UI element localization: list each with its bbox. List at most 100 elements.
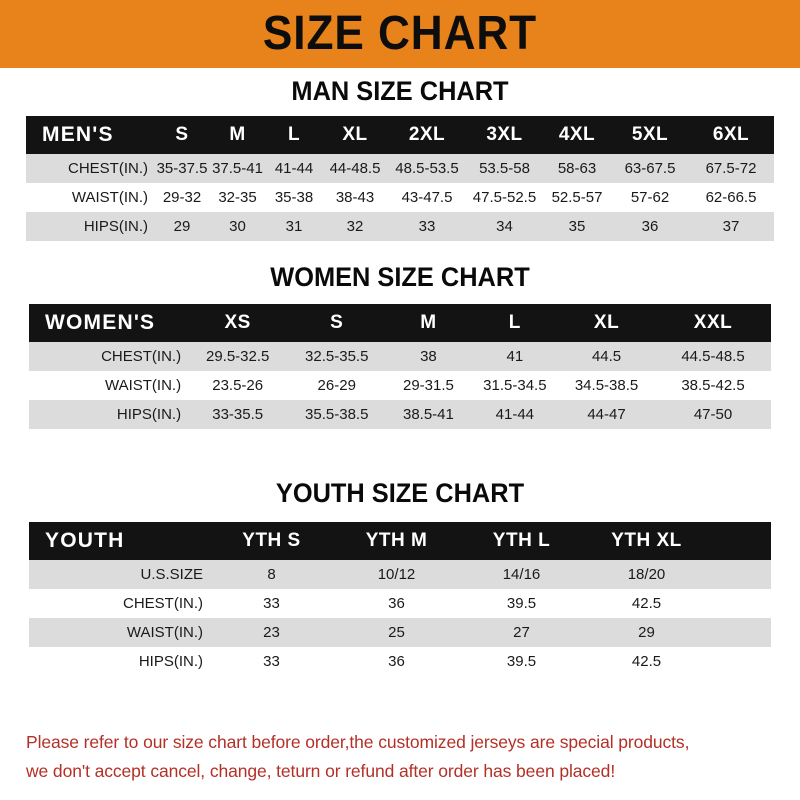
column-header: 5XL [612,116,688,154]
table-cell: 36 [612,212,688,241]
table-cell: 44.5-48.5 [655,342,771,371]
section-title-women: WOMEN SIZE CHART [270,262,530,292]
table-cell: 38-43 [323,183,387,212]
column-header: S [154,116,210,154]
table-cell: 42.5 [584,589,709,618]
section-youth: YOUTH SIZE CHART YOUTH YTH S YTH M YTH L YTH… [0,478,800,676]
row-label: WAIST(IN.) [26,183,154,212]
table-cell: 25 [334,618,459,647]
table-header-row: MEN'S S M L XL 2XL 3XL 4XL 5XL 6XL [26,116,774,154]
table-row: HIPS(IN.) 33 36 39.5 42.5 [29,647,771,676]
table-cell: 18/20 [584,560,709,589]
column-header: 3XL [467,116,542,154]
table-row: CHEST(IN.) 35-37.5 37.5-41 41-44 44-48.5 48.5… [26,154,774,183]
table-body-men: MEN'S S M L XL 2XL 3XL 4XL 5XL 6XL CHEST(IN.) 35-37… [26,116,774,241]
table-cell-filler [709,647,771,676]
table-cell: 33 [209,647,334,676]
column-header: S [288,304,386,342]
table-header-row: YOUTH YTH S YTH M YTH L YTH XL [29,522,771,560]
section-men: MAN SIZE CHART MEN'S S M L XL 2XL 3XL 4XL 5XL 6XL… [0,76,800,241]
column-header: M [210,116,265,154]
table-row: WAIST(IN.) 23.5-26 26-29 29-31.5 31.5-34.5 34… [29,371,771,400]
table-header-label: YOUTH [29,522,209,560]
column-header: YTH L [459,522,584,560]
table-cell: 47-50 [655,400,771,429]
column-header: YTH M [334,522,459,560]
table-cell: 31 [265,212,323,241]
column-header: XXL [655,304,771,342]
row-label: WAIST(IN.) [29,618,209,647]
column-header: M [385,304,472,342]
table-cell: 8 [209,560,334,589]
row-label: HIPS(IN.) [26,212,154,241]
table-header-label: WOMEN'S [29,304,188,342]
table-cell: 37 [688,212,774,241]
size-table-women: WOMEN'S XS S M L XL XXL CHEST(IN.) 29.5-32.5 32.5… [29,304,771,429]
table-cell: 32-35 [210,183,265,212]
section-women: WOMEN SIZE CHART WOMEN'S XS S M L XL XXL CHEST(… [0,262,800,429]
footer-line-2: we don't accept cancel, change, teturn o… [26,761,616,781]
table-cell-filler [709,589,771,618]
section-title-youth: YOUTH SIZE CHART [275,478,525,508]
table-body-women: WOMEN'S XS S M L XL XXL CHEST(IN.) 29.5-32.5 32.5… [29,304,771,429]
column-header: XL [558,304,656,342]
table-cell: 23 [209,618,334,647]
table-cell: 37.5-41 [210,154,265,183]
page-title: SIZE CHART [262,7,538,60]
table-cell: 41-44 [471,400,559,429]
table-cell: 29.5-32.5 [187,342,289,371]
table-cell: 32 [323,212,387,241]
column-header: 4XL [542,116,612,154]
column-header: L [265,116,323,154]
table-cell: 62-66.5 [688,183,774,212]
table-row: HIPS(IN.) 29 30 31 32 33 34 35 36 37 [26,212,774,241]
size-table-youth: YOUTH YTH S YTH M YTH L YTH XL U.S.SIZE 8 10/12… [29,522,771,676]
row-label: WAIST(IN.) [29,371,188,400]
footer-disclaimer: Please refer to our size chart before or… [26,728,778,786]
table-cell: 29-31.5 [385,371,472,400]
table-cell: 26-29 [288,371,386,400]
column-header: 2XL [387,116,467,154]
table-row: WAIST(IN.) 29-32 32-35 35-38 38-43 43-47.5 47.… [26,183,774,212]
table-body-youth: YOUTH YTH S YTH M YTH L YTH XL U.S.SIZE 8 10/12… [29,522,771,676]
table-header-label: MEN'S [26,116,154,154]
table-cell: 35-37.5 [154,154,210,183]
table-cell: 39.5 [459,647,584,676]
table-cell: 44-47 [558,400,656,429]
table-wrap-youth: YOUTH YTH S YTH M YTH L YTH XL U.S.SIZE 8 10/12… [0,522,800,676]
column-header: XS [187,304,289,342]
table-cell: 44-48.5 [323,154,387,183]
table-cell: 29 [584,618,709,647]
section-title-men: MAN SIZE CHART [291,76,509,106]
table-row: HIPS(IN.) 33-35.5 35.5-38.5 38.5-41 41-44 44-… [29,400,771,429]
table-row: U.S.SIZE 8 10/12 14/16 18/20 [29,560,771,589]
table-cell: 38.5-42.5 [655,371,771,400]
table-cell: 33 [209,589,334,618]
table-cell: 34 [467,212,542,241]
row-label: CHEST(IN.) [26,154,154,183]
row-label: CHEST(IN.) [29,589,209,618]
table-cell: 63-67.5 [612,154,688,183]
table-cell: 36 [334,589,459,618]
table-cell: 58-63 [542,154,612,183]
table-cell: 36 [334,647,459,676]
table-wrap-men: MEN'S S M L XL 2XL 3XL 4XL 5XL 6XL CHEST(IN.) 35-37… [0,116,800,241]
column-header: YTH XL [584,522,709,560]
table-cell: 33 [387,212,467,241]
table-row: CHEST(IN.) 33 36 39.5 42.5 [29,589,771,618]
table-cell: 29-32 [154,183,210,212]
table-cell: 14/16 [459,560,584,589]
table-cell: 23.5-26 [187,371,289,400]
table-cell: 31.5-34.5 [471,371,559,400]
column-header: L [471,304,559,342]
column-header: XL [323,116,387,154]
table-cell: 32.5-35.5 [288,342,386,371]
row-label: CHEST(IN.) [29,342,188,371]
table-cell: 41 [471,342,559,371]
column-header: YTH S [209,522,334,560]
table-cell-filler [709,618,771,647]
table-cell: 35-38 [265,183,323,212]
row-label: U.S.SIZE [29,560,209,589]
table-cell: 38.5-41 [385,400,472,429]
size-table-men: MEN'S S M L XL 2XL 3XL 4XL 5XL 6XL CHEST(IN.) 35-37… [26,116,774,241]
